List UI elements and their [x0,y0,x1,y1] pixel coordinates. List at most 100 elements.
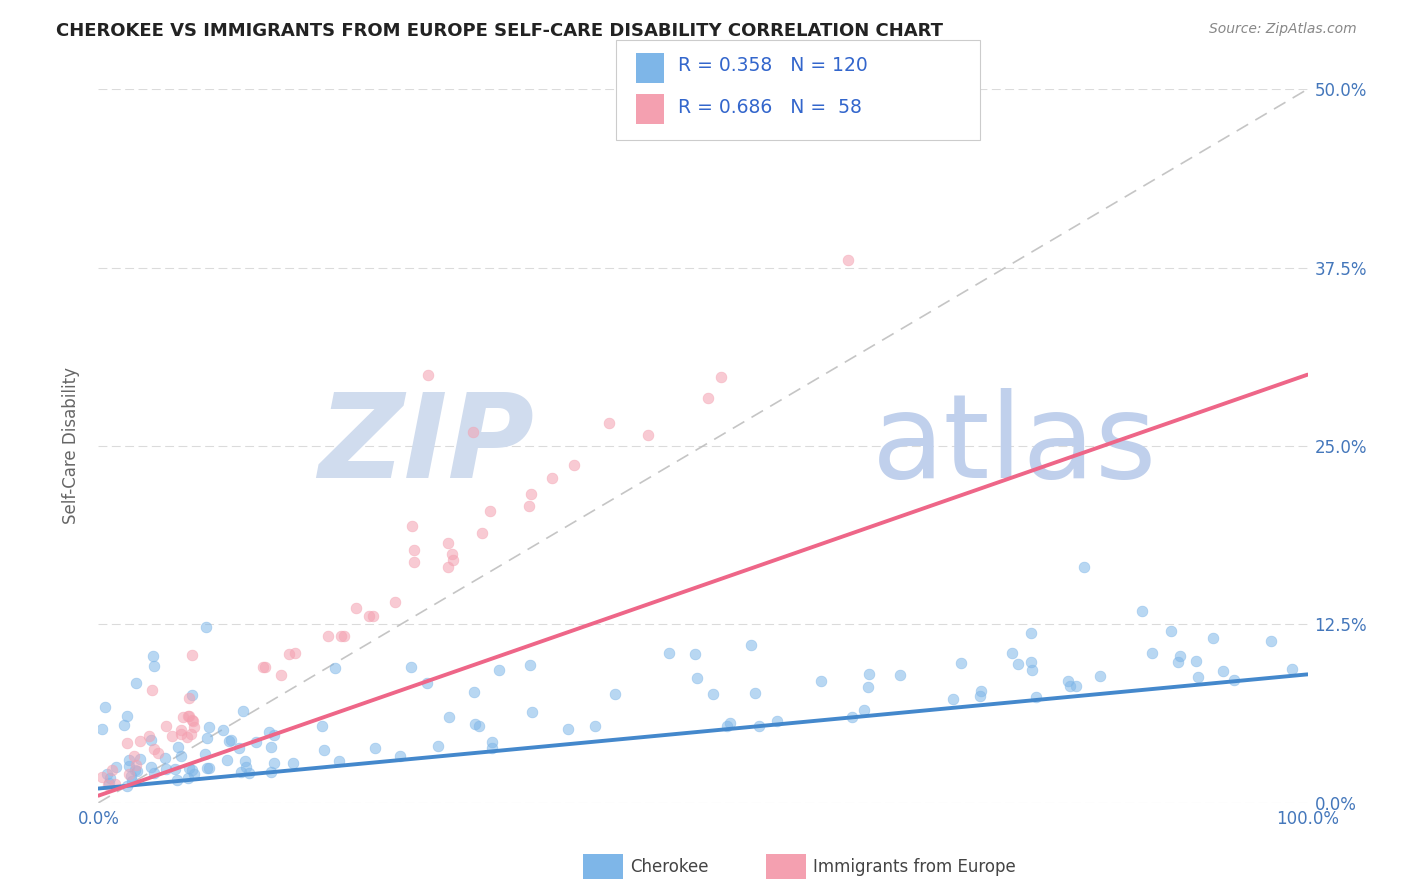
Point [744,686,766,700]
Point [325,661,347,675]
Point [463,425,485,439]
Text: CHEROKEE VS IMMIGRANTS FROM EUROPE SELF-CARE DISABILITY CORRELATION CHART: CHEROKEE VS IMMIGRANTS FROM EUROPE SELF-… [56,22,943,40]
Point [263,756,285,770]
Point [1059,679,1081,693]
Point [115,708,138,723]
Text: Immigrants from Europe: Immigrants from Europe [813,858,1015,876]
Point [254,660,277,674]
Point [942,691,965,706]
Point [427,739,450,753]
Point [329,629,352,643]
Point [969,684,991,698]
Point [167,740,190,755]
Point [155,719,177,733]
Point [1140,647,1163,661]
Point [118,767,141,781]
Point [384,595,406,609]
Point [228,740,250,755]
Point [229,764,252,779]
Point [128,734,150,748]
Point [686,671,709,685]
Point [361,609,384,624]
Point [120,769,142,783]
Point [195,761,218,775]
Point [129,751,152,765]
Point [605,686,627,700]
Point [481,734,503,748]
Point [194,620,217,634]
Point [1167,655,1189,669]
Y-axis label: Self-Care Disability: Self-Care Disability [62,368,80,524]
Point [94,700,117,714]
Point [658,647,681,661]
Point [141,760,163,774]
Point [166,772,188,787]
Point [283,756,305,771]
Point [235,760,257,774]
Point [858,666,880,681]
Point [112,718,135,732]
Point [841,710,863,724]
Point [1185,654,1208,668]
Text: ZIP: ZIP [318,389,534,503]
Point [316,629,339,643]
Point [179,708,201,723]
Point [170,723,193,737]
Point [541,471,564,485]
Point [685,648,707,662]
Point [441,547,464,561]
Point [165,762,187,776]
Point [172,710,194,724]
Point [101,763,124,777]
Point [436,536,458,550]
Point [1090,669,1112,683]
Point [520,705,543,719]
Point [153,750,176,764]
Point [311,718,333,732]
Point [766,714,789,728]
Point [270,667,292,681]
Point [702,687,724,701]
Point [402,555,425,569]
Point [467,719,489,733]
Point [197,731,219,746]
Point [183,767,205,781]
Point [177,771,200,785]
Text: R = 0.358   N = 120: R = 0.358 N = 120 [678,55,868,75]
Point [197,720,219,734]
Point [709,369,731,384]
Point [198,761,221,775]
Point [96,767,118,781]
Point [98,771,121,785]
Point [1019,655,1042,669]
Point [416,368,439,382]
Point [437,560,460,574]
Point [142,659,165,673]
Point [1064,679,1087,693]
Text: Source: ZipAtlas.com: Source: ZipAtlas.com [1209,22,1357,37]
Point [142,648,165,663]
Point [583,719,606,733]
Point [180,713,202,727]
Text: R = 0.686   N =  58: R = 0.686 N = 58 [678,97,862,117]
Point [138,729,160,743]
Point [115,779,138,793]
Point [388,748,411,763]
Point [1057,673,1080,688]
Point [218,733,240,747]
Point [441,552,464,566]
Point [889,668,911,682]
Point [1160,624,1182,638]
Point [837,253,859,268]
Point [177,708,200,723]
Point [180,727,202,741]
Point [118,759,141,773]
Point [488,663,510,677]
Point [257,725,280,739]
Point [211,723,233,738]
Point [215,753,238,767]
Point [562,458,585,472]
Point [364,740,387,755]
Point [471,526,494,541]
Point [344,601,367,615]
